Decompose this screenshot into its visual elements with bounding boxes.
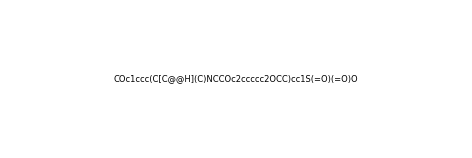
Text: COc1ccc(C[C@@H](C)NCCOc2ccccc2OCC)cc1S(=O)(=O)O: COc1ccc(C[C@@H](C)NCCOc2ccccc2OCC)cc1S(=… (114, 75, 358, 83)
